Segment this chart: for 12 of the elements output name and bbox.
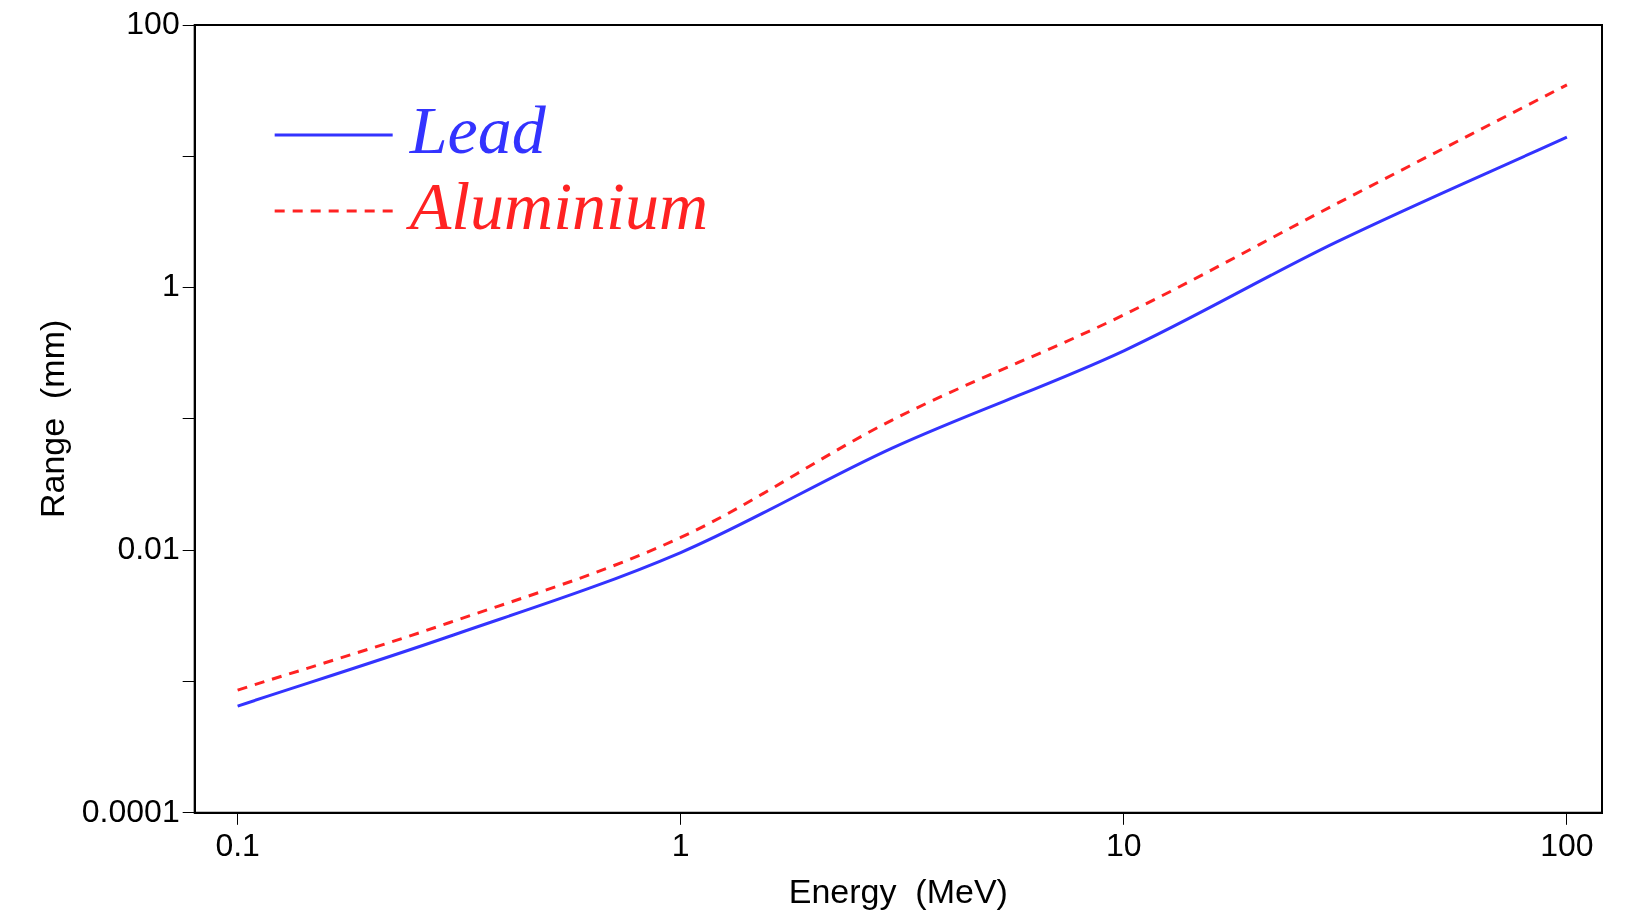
y-tick-label: 1 — [161, 267, 180, 304]
y-tick-label: 0.01 — [117, 530, 180, 567]
y-tick-label: 0.0001 — [81, 792, 180, 829]
x-tick-label: 1 — [671, 826, 690, 863]
x-tick-label: 10 — [1106, 826, 1142, 863]
x-tick-label: 0.1 — [215, 826, 260, 863]
x-axis-title: Energy (MeV) — [788, 871, 1008, 910]
legend-label: Lead — [408, 91, 547, 168]
legend-label: Aluminium — [405, 167, 709, 244]
y-tick-label: 100 — [126, 4, 180, 41]
x-tick-label: 100 — [1540, 826, 1594, 863]
y-axis-title: Range (mm) — [32, 319, 71, 519]
